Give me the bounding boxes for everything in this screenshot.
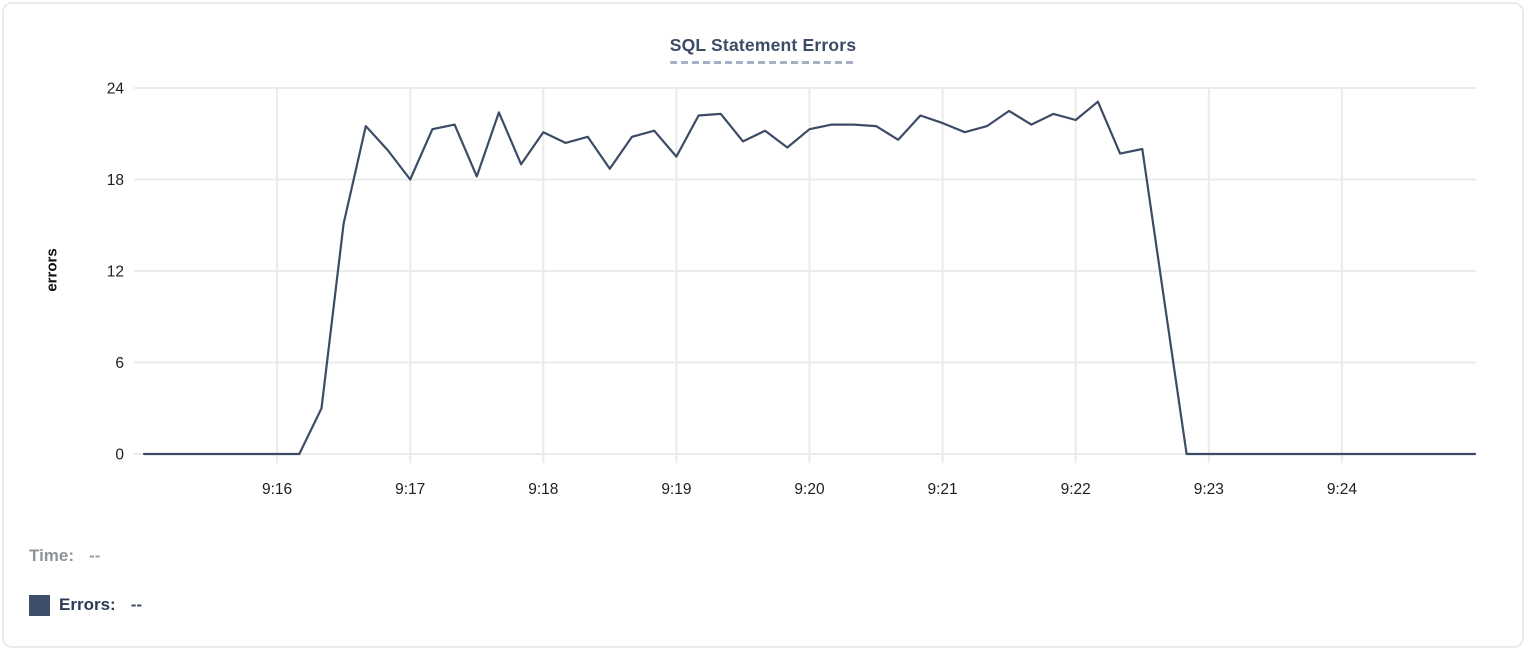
x-tick-label: 9:23 — [1194, 481, 1224, 498]
x-tick-label: 9:17 — [395, 481, 425, 498]
x-tick-label: 9:20 — [794, 481, 825, 498]
y-tick-label: 0 — [115, 447, 124, 464]
y-tick-label: 24 — [107, 81, 125, 98]
errors-label: Errors: — [59, 595, 116, 614]
time-readout-row: Time: -- — [29, 545, 142, 567]
errors-series-swatch — [29, 594, 50, 616]
x-tick-label: 9:24 — [1327, 481, 1358, 498]
chart-title[interactable]: SQL Statement Errors — [670, 35, 857, 64]
y-tick-label: 6 — [115, 355, 124, 372]
x-tick-label: 9:22 — [1061, 481, 1091, 498]
time-label: Time: — [29, 546, 75, 565]
time-value: -- — [89, 546, 101, 565]
hover-readout: Time: -- Errors: -- — [29, 545, 142, 616]
x-tick-label: 9:19 — [661, 481, 691, 498]
chart-header: SQL Statement Errors — [4, 35, 1522, 64]
y-tick-label: 18 — [107, 172, 124, 189]
sql-errors-chart-plot[interactable]: 0 6 12 18 24 9:16 9:17 9:18 9:19 9:20 9:21 9:22 9:23… — [4, 4, 1528, 656]
x-tick-label: 9:18 — [528, 481, 558, 498]
errors-value: -- — [130, 595, 143, 614]
errors-readout-row: Errors: -- — [29, 594, 142, 616]
y-tick-label: 12 — [107, 264, 124, 281]
errors-series-line — [142, 100, 1477, 456]
x-tick-label: 9:21 — [928, 481, 958, 498]
x-tick-label: 9:16 — [262, 481, 292, 498]
